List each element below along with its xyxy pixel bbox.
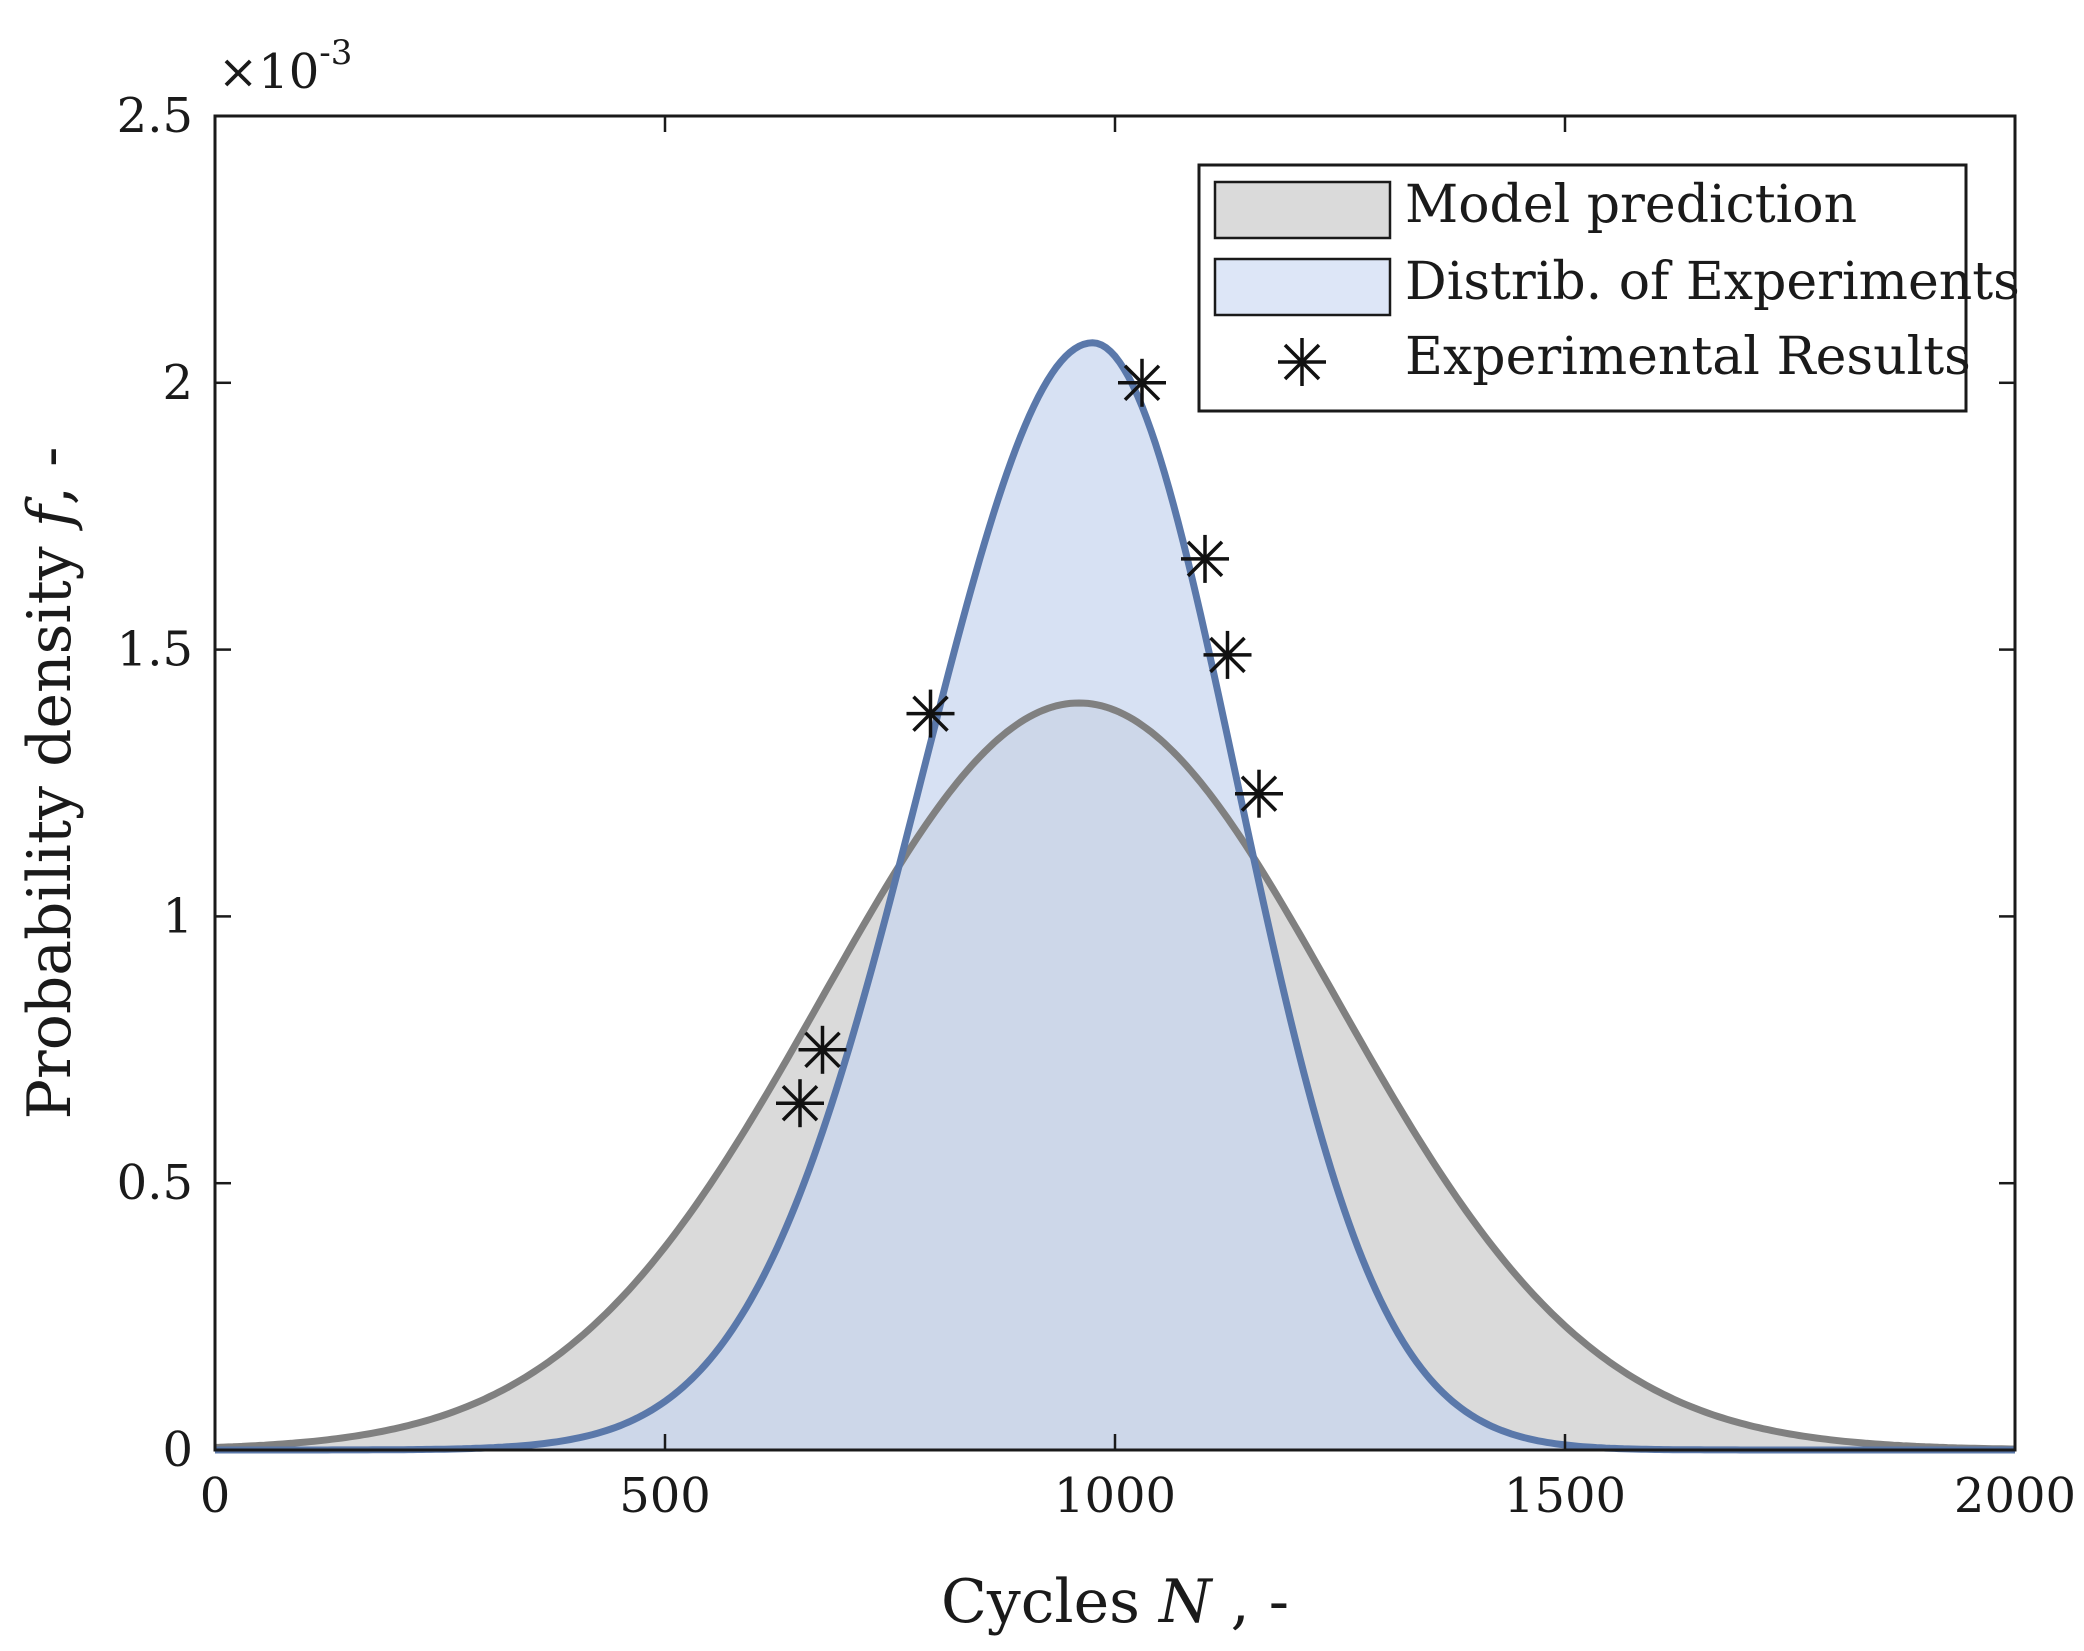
- x-axis-label: Cycles N , -: [941, 1567, 1289, 1637]
- y-tick-label-2: 2: [162, 355, 193, 411]
- legend-swatch-experiments: [1213, 257, 1392, 317]
- experimental-point-7: [1235, 769, 1283, 818]
- y-tick-label-1.5: 1.5: [117, 622, 193, 678]
- experimental-point-3: [906, 689, 955, 738]
- legend: Model prediction Distrib. of Experiments…: [1197, 163, 2020, 413]
- y-tick-label-0: 0: [162, 1422, 193, 1478]
- x-axis-label-suffix: , -: [1231, 1567, 1289, 1637]
- x-tick-label-1000: 1000: [1054, 1468, 1176, 1524]
- x-tick-label-500: 500: [619, 1468, 711, 1524]
- y-axis-label: Probability density f, -: [15, 447, 85, 1120]
- y-tick-label-1: 1: [162, 888, 193, 944]
- x-tick-label-2000: 2000: [1954, 1468, 2076, 1524]
- y-scale-base: ×10: [218, 44, 319, 100]
- x-tick-label-1500: 1500: [1504, 1468, 1626, 1524]
- legend-swatch-model: [1213, 180, 1392, 240]
- legend-asterisk-icon: [1278, 338, 1326, 386]
- experimental-point-2: [798, 1025, 847, 1074]
- axis-ticks: [213, 114, 2017, 1452]
- experimental-point-4: [1118, 358, 1166, 407]
- experimental-point-1: [776, 1079, 824, 1128]
- y-scale-factor: ×10-3: [218, 33, 352, 100]
- legend-marker-asterisk: [1278, 338, 1326, 386]
- experimental-point-5: [1181, 534, 1229, 583]
- tick-labels: 0 500 1000 1500 2000 0 0.5 1 1.5 2 2.5: [117, 88, 2076, 1524]
- y-scale-exponent: -3: [319, 33, 352, 73]
- legend-label-experiments: Distrib. of Experiments: [1405, 252, 2020, 312]
- model-prediction-curve: [214, 699, 2015, 1453]
- y-axis-label-suffix: , -: [15, 447, 85, 505]
- x-axis-label-text: Cycles: [941, 1567, 1140, 1637]
- x-axis-label-var: N: [1157, 1567, 1214, 1637]
- experiments-distribution-area: [215, 342, 2015, 1450]
- experimental-points: [776, 358, 1283, 1128]
- y-tick-label-0.5: 0.5: [117, 1155, 193, 1211]
- plot-areas: [215, 342, 2015, 1450]
- x-tick-label-0: 0: [200, 1468, 231, 1524]
- y-tick-label-2.5: 2.5: [117, 88, 193, 144]
- legend-label-model: Model prediction: [1405, 175, 1857, 235]
- y-axis-label-text: Probability density: [15, 546, 85, 1119]
- legend-label-results: Experimental Results: [1405, 327, 1971, 387]
- experimental-point-6: [1203, 630, 1252, 679]
